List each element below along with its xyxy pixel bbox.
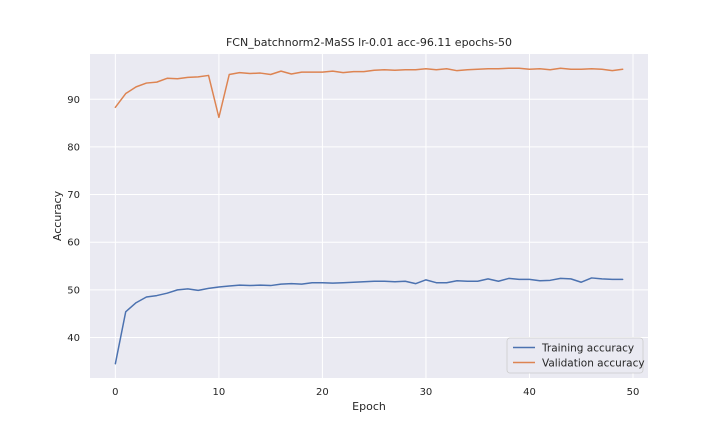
plot-area xyxy=(90,54,648,378)
x-tick-label: 10 xyxy=(213,387,226,398)
training-accuracy-line xyxy=(114,277,624,365)
x-axis-label: Epoch xyxy=(352,400,386,413)
legend-label-training: Training accuracy xyxy=(541,343,634,355)
x-tick-label: 20 xyxy=(316,387,329,398)
legend-box xyxy=(506,337,644,374)
y-tick-label: 90 xyxy=(67,95,80,106)
grid xyxy=(90,54,648,378)
chart-title: FCN_batchnorm2-MaSS lr-0.01 acc-96.11 ep… xyxy=(226,36,512,49)
x-tick-labels: 0 10 20 30 40 50 xyxy=(112,387,639,398)
validation-accuracy-line xyxy=(114,67,624,119)
y-tick-label: 60 xyxy=(67,238,80,249)
x-tick-label: 40 xyxy=(523,387,536,398)
y-tick-label: 50 xyxy=(67,285,80,296)
y-tick-label: 40 xyxy=(67,333,80,344)
y-tick-label: 80 xyxy=(67,142,80,153)
x-tick-label: 30 xyxy=(420,387,433,398)
legend: Training accuracy Validation accuracy xyxy=(506,337,645,374)
y-axis-label: Accuracy xyxy=(51,190,64,241)
x-tick-label: 50 xyxy=(627,387,640,398)
y-tick-labels: 40 50 60 70 80 90 xyxy=(67,95,80,344)
x-tick-label: 0 xyxy=(112,387,118,398)
legend-label-validation: Validation accuracy xyxy=(542,358,645,370)
series-layer xyxy=(114,67,624,365)
y-tick-label: 70 xyxy=(67,190,80,201)
